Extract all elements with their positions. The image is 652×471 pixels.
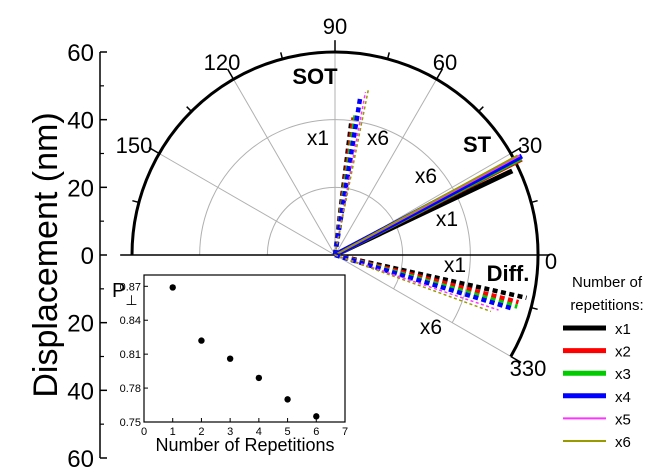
inset-x-tick-label: 2 <box>198 426 204 438</box>
series-line-diff-x4 <box>334 252 514 311</box>
angle-tick <box>279 52 284 60</box>
legend-label-x3: x3 <box>615 366 631 383</box>
inset-x-tick-label: 3 <box>227 426 233 438</box>
y-axis-label: Displacement (nm) <box>27 112 65 397</box>
angular-grid-spoke <box>334 254 512 357</box>
y-tick-label: 40 <box>67 378 94 405</box>
annotation-sot-x6: x6 <box>367 127 389 150</box>
inset-x-tick-label: 0 <box>141 426 147 438</box>
angle-tick-label: 90 <box>323 14 347 39</box>
inset-y-tick-label: 0.84 <box>120 315 141 327</box>
legend-label-x2: x2 <box>615 344 631 361</box>
angle-tick <box>148 146 160 155</box>
angle-tick <box>435 68 444 80</box>
inset-x-tick-label: 1 <box>170 426 176 438</box>
radial-grid-arc <box>199 119 471 323</box>
angle-tick <box>478 106 484 112</box>
inset-y-tick-label: 0.81 <box>120 349 141 361</box>
angle-tick-label: 120 <box>204 50 241 75</box>
legend-label-x4: x4 <box>615 389 631 406</box>
annotation-diff-x1: x1 <box>444 254 466 277</box>
annotation-st-x1: x1 <box>436 208 458 231</box>
angle-tick <box>510 146 522 155</box>
series-line-sot-x6 <box>334 89 370 256</box>
angle-tick-label: 330 <box>510 356 547 381</box>
angle-tick <box>186 106 192 112</box>
annotation-diff-x6: x6 <box>420 316 442 339</box>
annotation-st: ST <box>463 132 492 157</box>
angle-tick <box>386 52 391 60</box>
y-tick-label: 0 <box>81 243 94 270</box>
annotation-diff: Diff. <box>487 261 530 286</box>
angle-tick <box>530 306 538 311</box>
angle-tick <box>132 199 140 204</box>
inset-x-tick-label: 7 <box>342 426 348 438</box>
series-line-st-x6 <box>334 154 519 256</box>
angular-grid-spoke <box>233 78 336 256</box>
legend-label-x1: x1 <box>615 321 631 338</box>
angle-tick <box>226 68 235 80</box>
inset-y-tick-label: 0.87 <box>120 281 141 293</box>
inset-data-point <box>255 374 263 382</box>
angle-tick-label: 0 <box>545 249 557 274</box>
inset-data-point <box>198 337 205 344</box>
y-tick-label: 20 <box>67 175 94 202</box>
angle-tick-label: 60 <box>433 50 457 75</box>
series-line-diff-x1 <box>334 252 527 301</box>
inset-data-point <box>226 355 234 362</box>
legend-label-x5: x5 <box>615 411 631 428</box>
angle-tick-label: 150 <box>116 133 153 158</box>
inset-y-tick-label: 0.75 <box>120 417 141 429</box>
inset-x-tick-label: 4 <box>256 426 262 438</box>
inset-x-axis-label: Number of Repetitions <box>155 435 334 455</box>
annotation-sot: SOT <box>292 64 338 89</box>
angle-tick <box>530 199 538 204</box>
series-line-diff-x6 <box>334 254 492 313</box>
angle-tick <box>510 355 522 364</box>
y-tick-label: 60 <box>67 446 94 471</box>
radial-grid-arc <box>266 186 404 290</box>
legend-title-line1: Number of <box>572 274 643 291</box>
angular-grid-spoke <box>158 153 336 256</box>
inset-plot-frame <box>143 274 346 423</box>
series-line-sot-x4 <box>332 97 363 256</box>
legend-label-x6: x6 <box>615 434 631 451</box>
inset-y-tick-label: 0.78 <box>120 383 141 395</box>
y-tick-label: 40 <box>67 108 94 135</box>
y-tick-label: 60 <box>67 40 94 67</box>
angular-grid-spoke <box>334 78 437 256</box>
annotation-st-x6: x6 <box>415 165 437 188</box>
angle-tick-label: 30 <box>518 133 542 158</box>
inset-x-tick-label: 6 <box>313 426 319 438</box>
inset-data-point <box>284 396 291 403</box>
inset-y-axis-label: P⊥ <box>112 280 138 308</box>
inset-data-point <box>169 284 176 291</box>
inset-x-tick-label: 5 <box>285 426 291 438</box>
polar-outer-arc <box>130 50 540 358</box>
annotation-sot-x1: x1 <box>307 127 329 150</box>
inset-data-point <box>313 413 320 420</box>
legend-title-line2: repetitions: <box>570 297 643 314</box>
series-line-diff-x2 <box>334 252 520 305</box>
y-tick-label: 20 <box>67 311 94 338</box>
